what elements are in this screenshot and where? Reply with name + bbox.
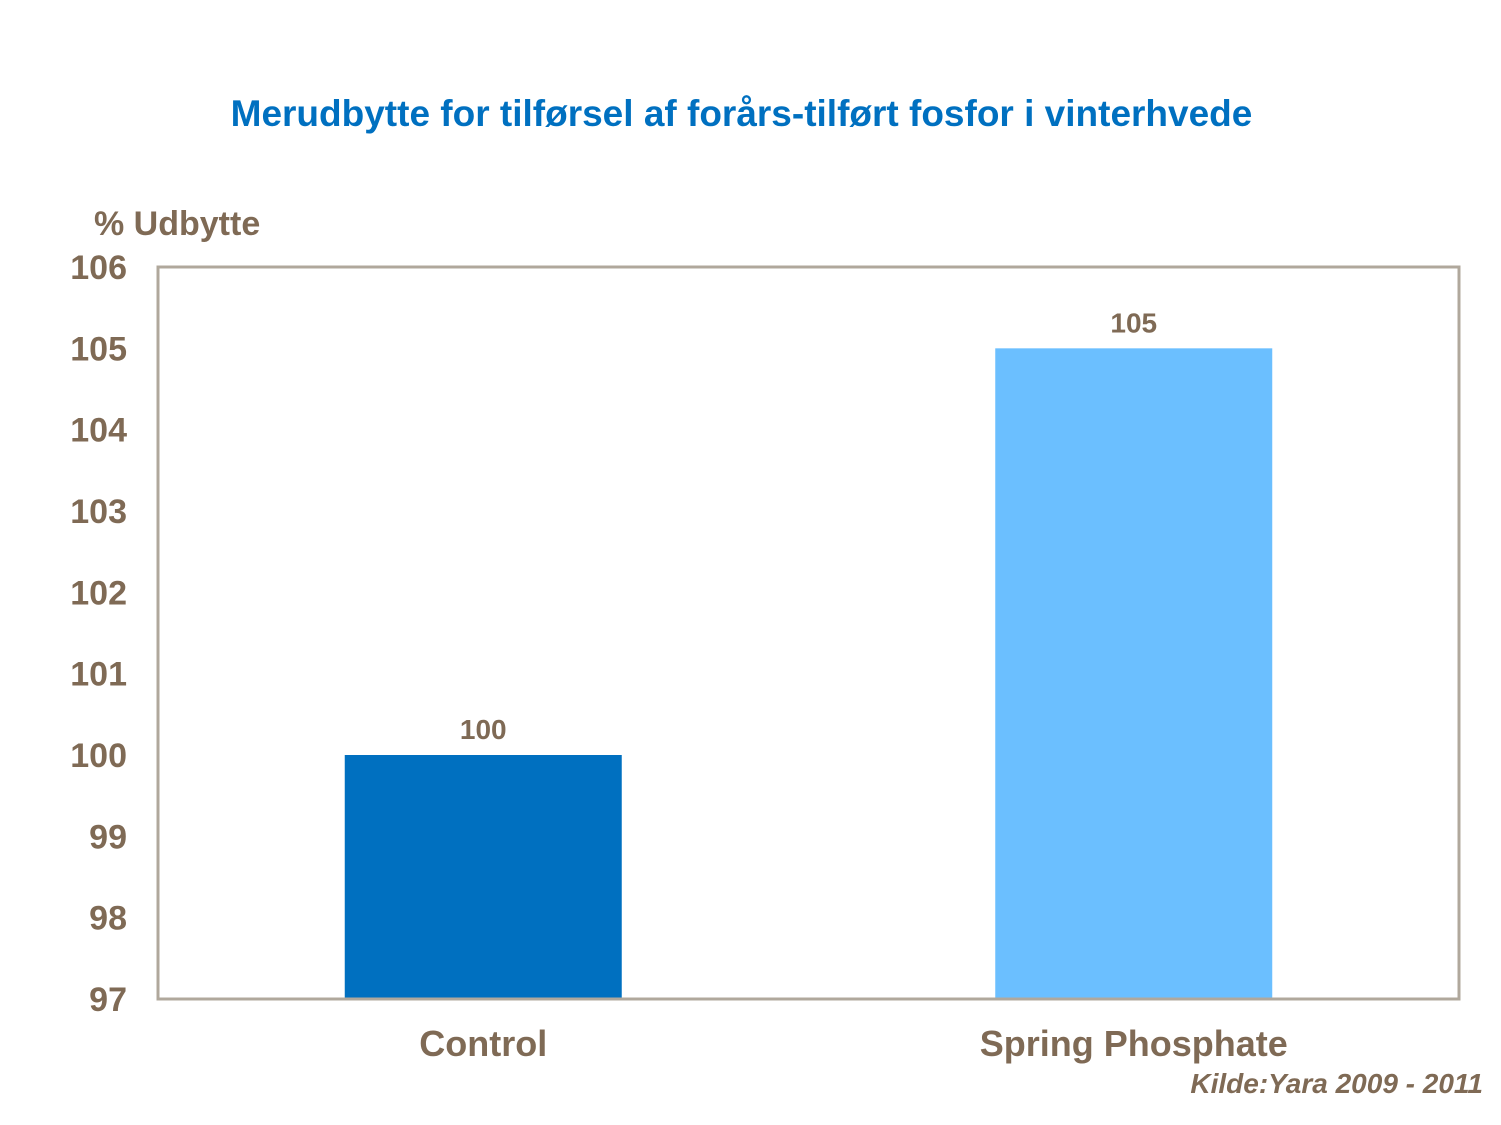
plot-frame: [156, 265, 1461, 1001]
data-labels: 100 105: [460, 307, 1157, 745]
y-tick-label: 100: [70, 737, 127, 775]
bar-value-label: 105: [1110, 307, 1157, 338]
source-note: Kilde:Yara 2009 - 2011: [1190, 1068, 1483, 1099]
y-tick-label: 104: [70, 412, 127, 450]
y-axis-title: % Udbytte: [94, 205, 260, 243]
y-tick-label: 101: [70, 656, 127, 694]
y-tick-label: 98: [89, 900, 127, 938]
bar: [344, 755, 622, 999]
y-tick-label: 106: [70, 249, 127, 287]
bar: [995, 348, 1273, 999]
y-tick-label: 103: [70, 493, 127, 531]
y-tick-label: 102: [70, 574, 127, 612]
bar-value-label: 100: [460, 714, 507, 745]
y-tick-label: 105: [70, 330, 127, 368]
chart-title: Merudbytte for tilførsel af forårs-tilfø…: [230, 93, 1253, 134]
x-category-label: Control: [419, 1023, 547, 1064]
y-tick-label: 99: [89, 818, 127, 856]
bars-layer: [344, 348, 1273, 999]
y-tick-label: 97: [89, 981, 127, 1019]
x-axis: Control Spring Phosphate: [419, 1023, 1288, 1064]
x-category-label: Spring Phosphate: [980, 1023, 1288, 1064]
y-axis: 97 98 99 100 101 102 103 104 105 106: [70, 249, 127, 1019]
